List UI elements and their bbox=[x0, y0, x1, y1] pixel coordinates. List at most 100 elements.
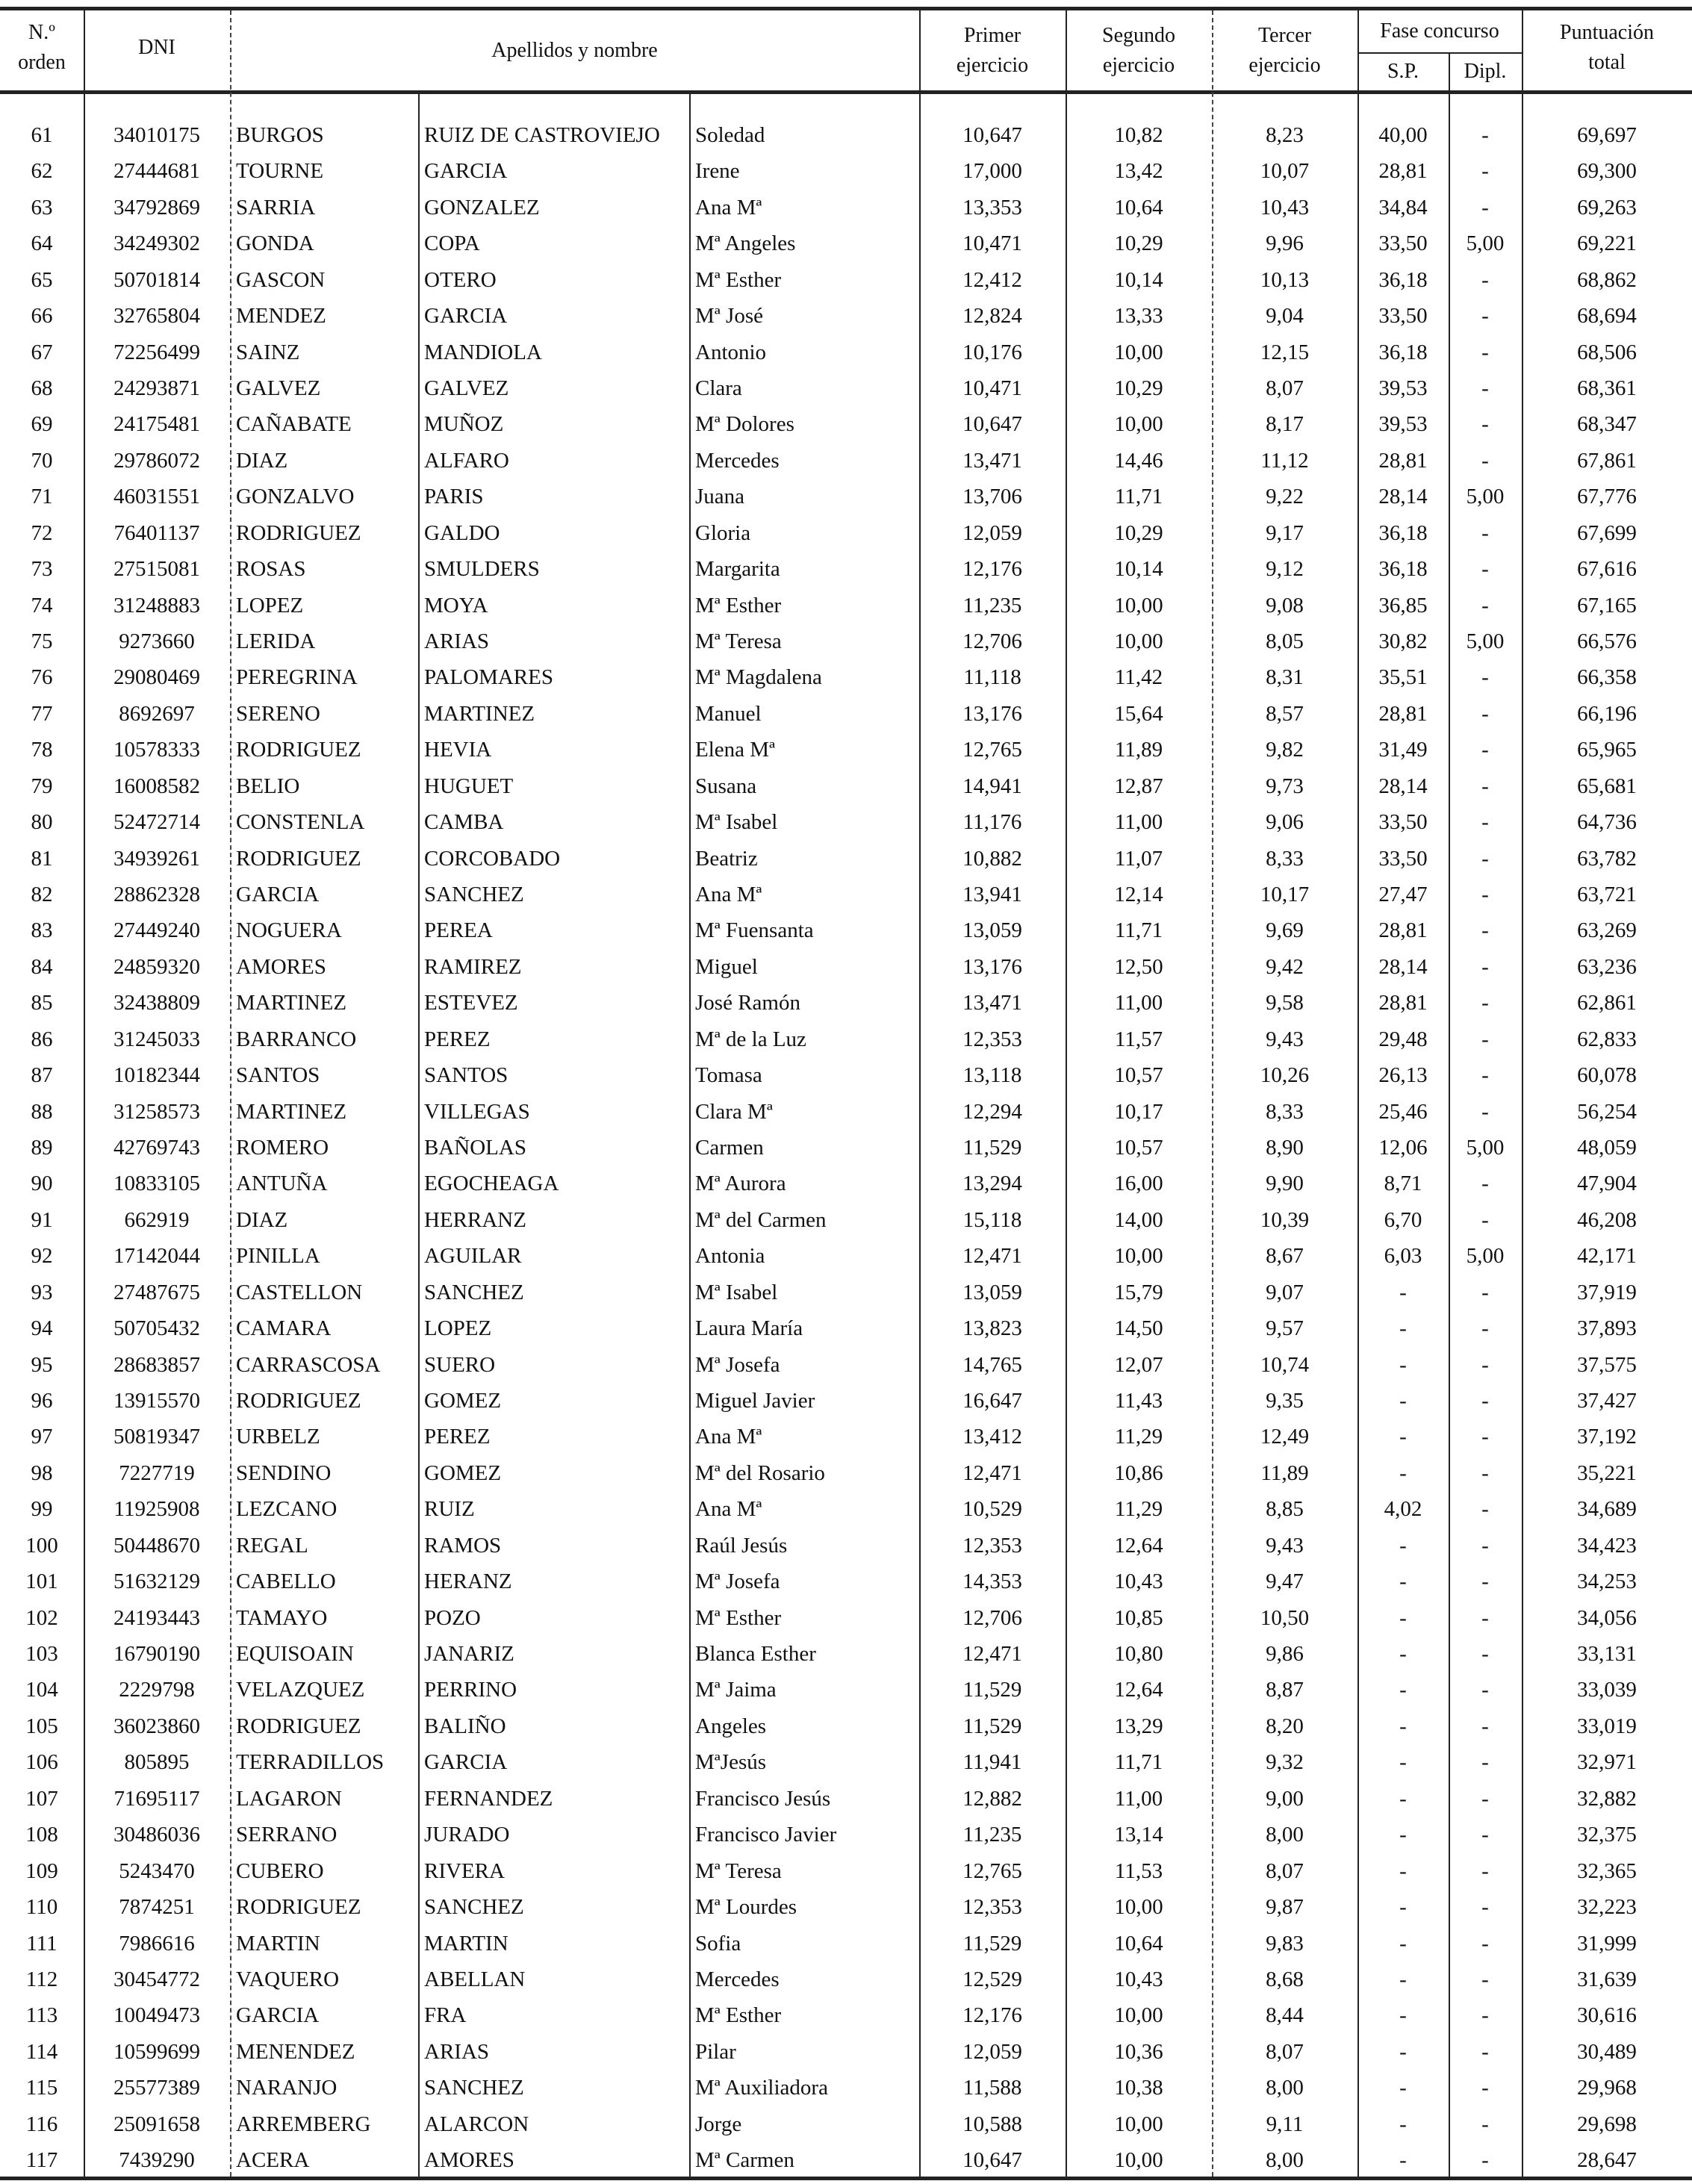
cell-nombre: Angeles bbox=[695, 1714, 767, 1738]
cell-total: 42,171 bbox=[1577, 1244, 1637, 1269]
cell-segundo: 11,43 bbox=[1114, 1389, 1163, 1413]
cell-apellido2: ABELLAN bbox=[424, 1967, 526, 1991]
cell-tercer: 9,58 bbox=[1266, 991, 1304, 1015]
cell-total: 67,861 bbox=[1577, 448, 1637, 473]
cell-dni: 28862328 bbox=[113, 883, 200, 907]
cell-primer: 10,176 bbox=[962, 340, 1022, 364]
cell-apellido2: ARIAS bbox=[424, 2039, 490, 2064]
table-row: 72 76401137 RODRIGUEZ GALDO Gloria 12,059 10,2… bbox=[0, 515, 1692, 551]
cell-total: 37,427 bbox=[1577, 1389, 1637, 1413]
cell-dni: 24293871 bbox=[113, 376, 200, 400]
cell-nombre: Mª Dolores bbox=[695, 412, 794, 437]
cell-sp: - bbox=[1399, 1642, 1407, 1667]
cell-primer: 12,059 bbox=[962, 520, 1022, 545]
cell-dni: 50448670 bbox=[113, 1533, 200, 1558]
cell-nombre: Laura María bbox=[695, 1316, 803, 1341]
cell-tercer: 8,90 bbox=[1266, 1136, 1304, 1160]
cell-dni: 28683857 bbox=[113, 1352, 200, 1377]
cell-segundo: 13,33 bbox=[1114, 304, 1163, 329]
cell-nombre: Mª Esther bbox=[695, 593, 782, 617]
cell-apellido2: PALOMARES bbox=[424, 665, 553, 690]
cell-primer: 12,824 bbox=[962, 304, 1022, 329]
cell-sp: - bbox=[1399, 1280, 1407, 1304]
cell-primer: 16,647 bbox=[962, 1389, 1022, 1413]
cell-sp: - bbox=[1399, 1425, 1407, 1449]
header-orden: N.º orden bbox=[18, 21, 66, 74]
cell-segundo: 11,57 bbox=[1114, 1027, 1163, 1051]
cell-primer: 12,706 bbox=[962, 629, 1022, 654]
cell-total: 63,782 bbox=[1577, 846, 1637, 871]
cell-total: 35,221 bbox=[1577, 1460, 1637, 1485]
cell-total: 65,681 bbox=[1577, 774, 1637, 798]
cell-dipl: - bbox=[1481, 738, 1489, 762]
cell-dni: 5243470 bbox=[119, 1858, 195, 1883]
cell-primer: 13,471 bbox=[962, 991, 1022, 1015]
cell-tercer: 9,47 bbox=[1266, 1569, 1304, 1594]
cell-dni: 17142044 bbox=[113, 1244, 200, 1269]
cell-segundo: 12,14 bbox=[1114, 883, 1163, 907]
cell-segundo: 10,64 bbox=[1114, 195, 1163, 220]
cell-dipl: - bbox=[1481, 2076, 1489, 2100]
cell-orden: 67 bbox=[31, 340, 53, 364]
cell-apellido1: NOGUERA bbox=[236, 918, 342, 943]
table-row: 69 24175481 CAÑABATE MUÑOZ Mª Dolores 10,647 1… bbox=[0, 406, 1692, 442]
cell-dni: 71695117 bbox=[113, 1786, 200, 1811]
cell-nombre: Jorge bbox=[695, 2112, 742, 2136]
cell-dipl: - bbox=[1481, 774, 1489, 798]
cell-orden: 109 bbox=[25, 1858, 58, 1883]
cell-orden: 69 bbox=[31, 412, 53, 437]
table-row: 61 34010175 BURGOS RUIZ DE CASTROVIEJO Soled… bbox=[0, 117, 1692, 153]
cell-dipl: - bbox=[1481, 991, 1489, 1015]
cell-nombre: Mª de la Luz bbox=[695, 1027, 806, 1051]
cell-dni: 662919 bbox=[124, 1207, 190, 1232]
cell-sp: - bbox=[1399, 2076, 1407, 2100]
cell-tercer: 10,13 bbox=[1260, 267, 1310, 292]
cell-segundo: 10,00 bbox=[1114, 2148, 1163, 2173]
cell-apellido1: CABELLO bbox=[236, 1569, 336, 1594]
cell-total: 63,269 bbox=[1577, 918, 1637, 943]
cell-segundo: 10,57 bbox=[1114, 1063, 1163, 1088]
cell-dni: 72256499 bbox=[113, 340, 200, 364]
cell-dipl: - bbox=[1481, 593, 1489, 617]
cell-total: 65,965 bbox=[1577, 738, 1637, 762]
cell-orden: 98 bbox=[31, 1460, 53, 1485]
cell-tercer: 8,20 bbox=[1266, 1714, 1304, 1738]
cell-segundo: 13,14 bbox=[1114, 1823, 1163, 1847]
cell-primer: 15,118 bbox=[962, 1207, 1022, 1232]
cell-dipl: - bbox=[1481, 304, 1489, 329]
table-row: 103 16790190 EQUISOAIN JANARIZ Blanca Esther… bbox=[0, 1636, 1692, 1672]
cell-tercer: 9,57 bbox=[1266, 1316, 1304, 1341]
cell-nombre: Tomasa bbox=[695, 1063, 762, 1088]
cell-primer: 13,412 bbox=[962, 1425, 1022, 1449]
cell-apellido1: GONZALVO bbox=[236, 485, 355, 509]
table-row: 74 31248883 LOPEZ MOYA Mª Esther 11,235 10,00 9… bbox=[0, 588, 1692, 623]
cell-primer: 11,529 bbox=[962, 1714, 1022, 1738]
cell-dipl: - bbox=[1481, 665, 1489, 690]
cell-total: 62,861 bbox=[1577, 991, 1637, 1015]
cell-apellido2: RAMIREZ bbox=[424, 954, 522, 979]
cell-primer: 13,176 bbox=[962, 701, 1022, 726]
cell-tercer: 9,90 bbox=[1266, 1172, 1304, 1196]
cell-apellido1: VELAZQUEZ bbox=[236, 1678, 365, 1702]
cell-sp: 28,14 bbox=[1378, 954, 1428, 979]
cell-apellido1: CAÑABATE bbox=[236, 412, 352, 437]
cell-segundo: 13,29 bbox=[1114, 1714, 1163, 1738]
cell-sp: - bbox=[1399, 1967, 1407, 1991]
cell-orden: 91 bbox=[31, 1207, 53, 1232]
cell-total: 32,365 bbox=[1577, 1858, 1637, 1883]
cell-orden: 116 bbox=[25, 2112, 58, 2136]
cell-apellido1: BURGOS bbox=[236, 123, 324, 147]
cell-total: 66,196 bbox=[1577, 701, 1637, 726]
cell-segundo: 11,71 bbox=[1114, 485, 1163, 509]
cell-tercer: 9,06 bbox=[1266, 810, 1304, 835]
cell-total: 31,999 bbox=[1577, 1931, 1637, 1956]
cell-primer: 10,471 bbox=[962, 376, 1022, 400]
cell-apellido1: RODRIGUEZ bbox=[236, 846, 361, 871]
table-header: N.º orden DNI Apellidos y nombre Primer ej… bbox=[0, 10, 1692, 94]
cell-orden: 68 bbox=[31, 376, 53, 400]
table-row: 83 27449240 NOGUERA PEREA Mª Fuensanta 13,059… bbox=[0, 912, 1692, 948]
cell-apellido2: POZO bbox=[424, 1605, 481, 1630]
cell-sp: 12,06 bbox=[1378, 1136, 1428, 1160]
cell-apellido1: GALVEZ bbox=[236, 376, 321, 400]
cell-total: 46,208 bbox=[1577, 1207, 1637, 1232]
